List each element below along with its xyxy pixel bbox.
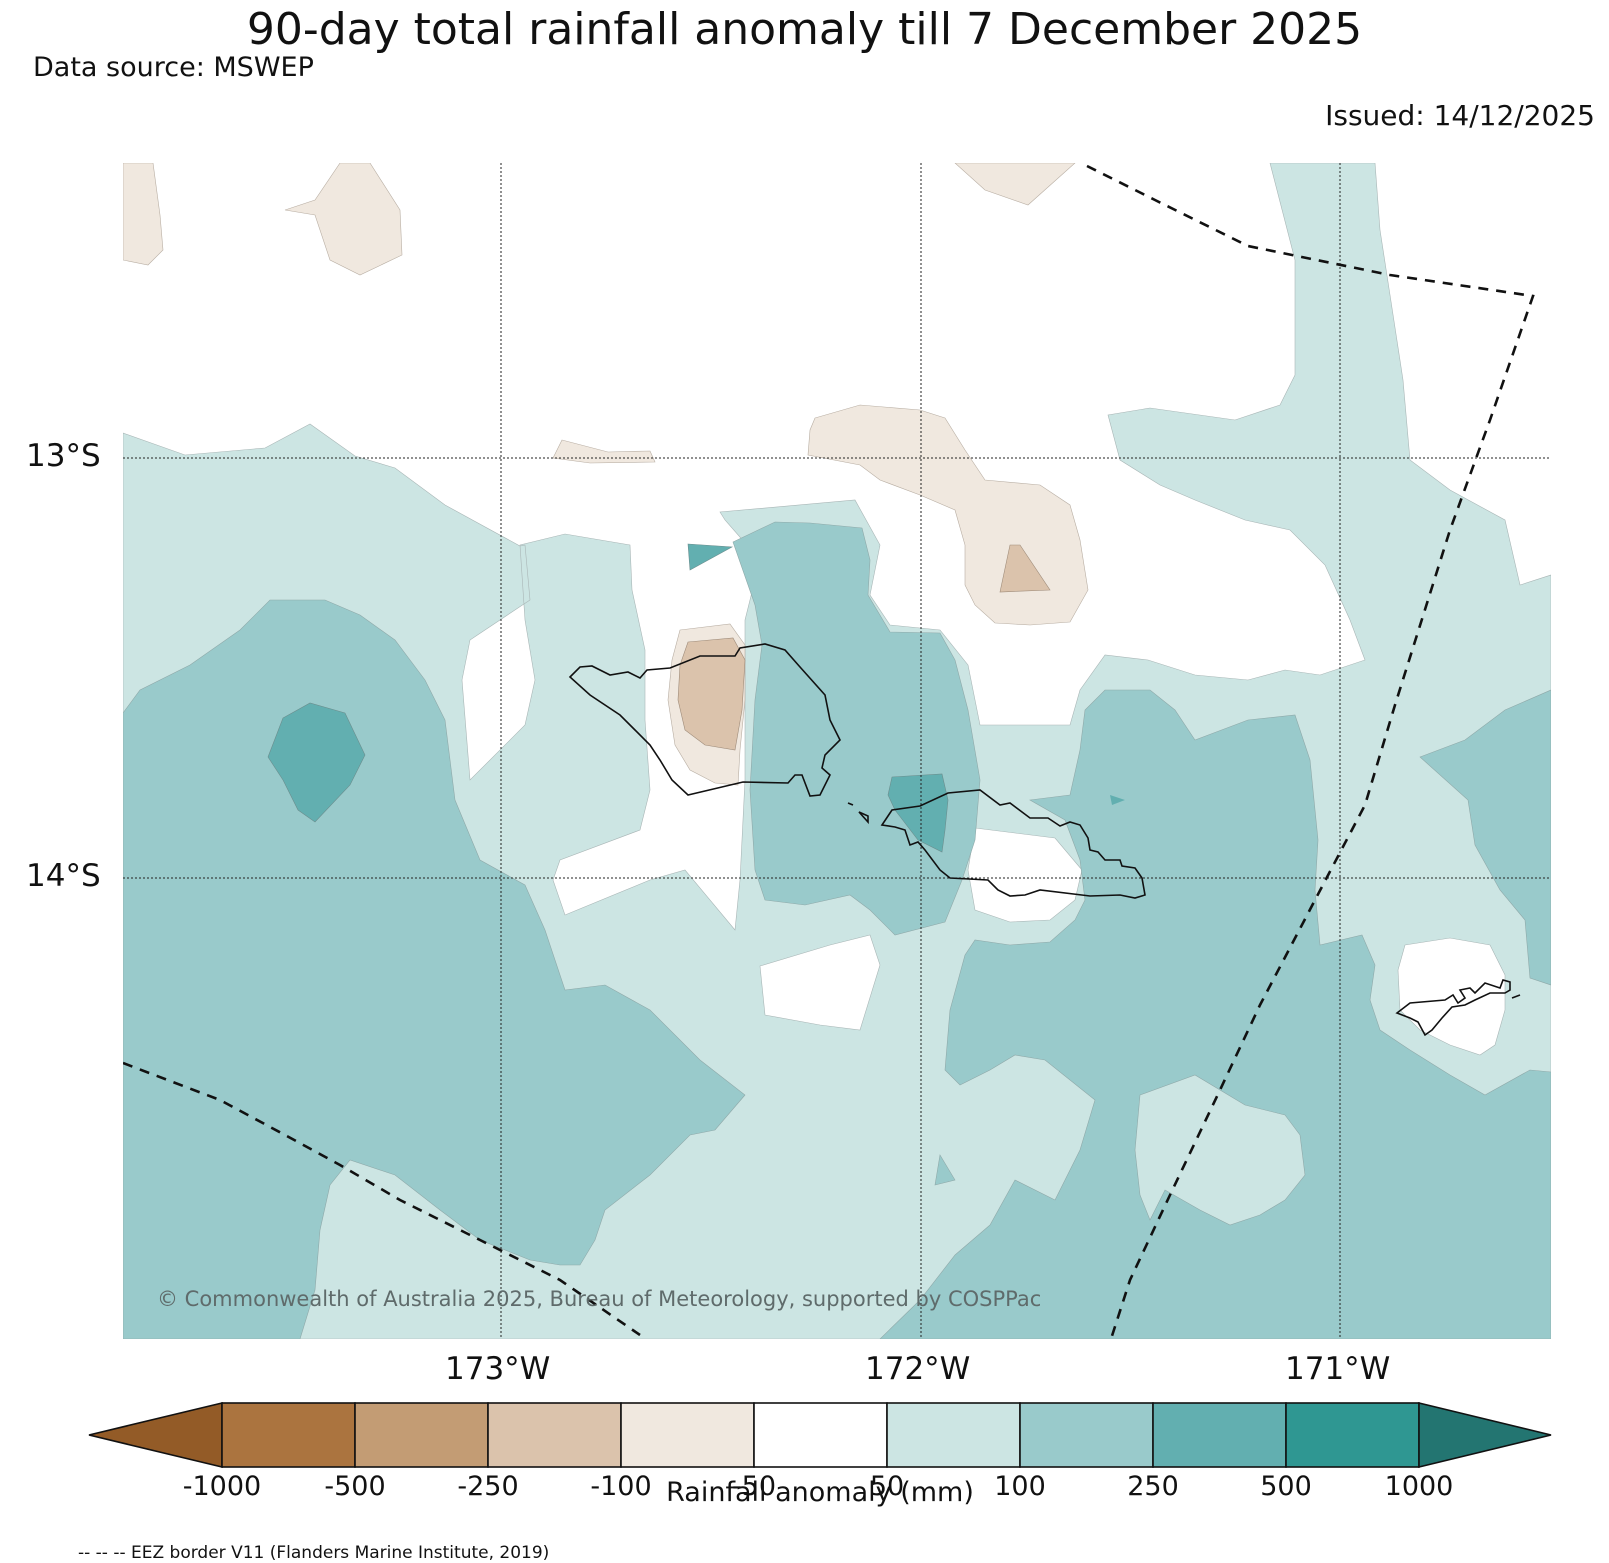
colorbar-label: Rainfall anomaly (mm) — [666, 1477, 974, 1508]
manono-islet — [858, 811, 869, 825]
colorbar-extend-high — [1418, 1401, 1552, 1469]
colorbar — [88, 1401, 1552, 1469]
coastlines — [568, 643, 1521, 1037]
colorbar-tick: -250 — [457, 1471, 519, 1502]
lon-label-171w: 171°W — [1285, 1351, 1391, 1387]
lon-label-173w: 173°W — [445, 1351, 551, 1387]
contour-100-250 — [123, 599, 746, 1339]
savaii-coastline — [568, 643, 841, 797]
colorbar-tick: 1000 — [1384, 1471, 1454, 1502]
map-title: 90-day total rainfall anomaly till 7 Dec… — [246, 4, 1363, 55]
tutuila-coastline — [1395, 979, 1511, 1037]
colorbar-tick: -50 — [731, 1471, 777, 1502]
contour-neg100-neg50 — [123, 163, 164, 266]
colorbar-tick: -500 — [324, 1471, 386, 1502]
colorbar-tick: -100 — [590, 1471, 652, 1502]
contour-250-500 — [267, 702, 366, 823]
colorbar-tick: -1000 — [182, 1471, 262, 1502]
eez-border — [123, 164, 1535, 1339]
colorbar-tick: 50 — [869, 1471, 905, 1502]
upolu-coastline — [880, 789, 1146, 899]
lat-label-14s: 14°S — [26, 858, 101, 894]
colorbar-extend-low — [88, 1401, 223, 1469]
copyright-notice: © Commonwealth of Australia 2025, Bureau… — [157, 1287, 1042, 1311]
colorbar-tick: 500 — [1260, 1471, 1312, 1502]
issued-date-label: Issued: 14/12/2025 — [1325, 99, 1595, 132]
anomaly-contours — [123, 163, 1551, 1339]
graticule — [123, 163, 1551, 1339]
colorbar-tick: 100 — [994, 1471, 1046, 1502]
colorbar-tick: 250 — [1127, 1471, 1179, 1502]
lat-label-13s: 13°S — [26, 438, 101, 474]
data-source-label: Data source: MSWEP — [33, 52, 314, 83]
lon-label-172w: 172°W — [865, 1351, 971, 1387]
eez-legend-note: -- -- -- EEZ border V11 (Flanders Marine… — [78, 1543, 550, 1563]
